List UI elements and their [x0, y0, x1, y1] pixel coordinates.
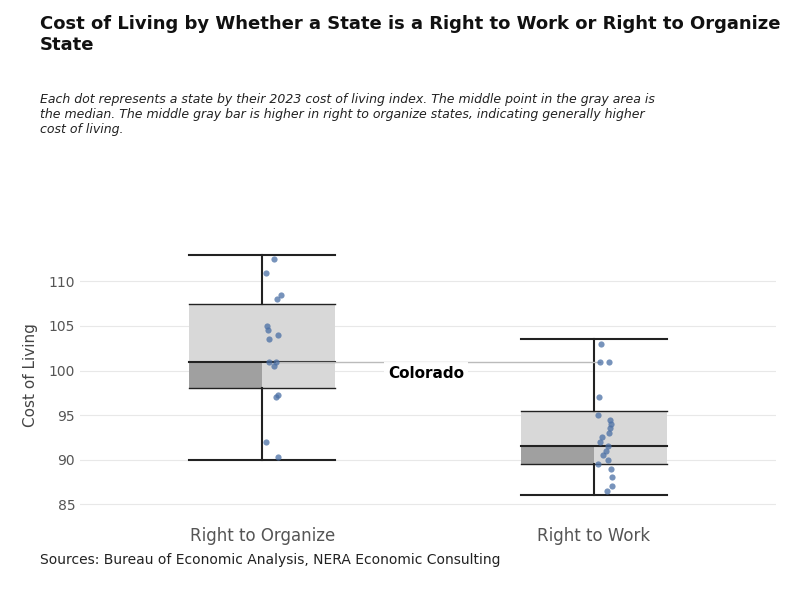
Point — [599, 446, 612, 455]
Point — [269, 357, 282, 367]
Point — [595, 433, 608, 442]
Point — [594, 437, 606, 446]
Point — [262, 335, 275, 344]
Bar — [190, 362, 262, 388]
Point — [602, 442, 614, 451]
Point — [605, 419, 618, 429]
Point — [259, 437, 272, 446]
Text: Colorado: Colorado — [388, 365, 464, 380]
Bar — [521, 446, 594, 464]
Text: Cost of Living by Whether a State is a Right to Work or Right to Organize
State: Cost of Living by Whether a State is a R… — [40, 15, 781, 54]
Point — [606, 473, 618, 482]
Text: Each dot represents a state by their 2023 cost of living index. The middle point: Each dot represents a state by their 202… — [40, 93, 655, 136]
Point — [594, 357, 606, 367]
Point — [602, 455, 615, 464]
Point — [261, 321, 274, 331]
Point — [604, 464, 617, 473]
Point — [275, 290, 288, 299]
Point — [267, 361, 280, 371]
Point — [593, 392, 606, 402]
Point — [591, 410, 604, 420]
Point — [603, 357, 616, 367]
Point — [272, 330, 285, 340]
Point — [263, 357, 276, 367]
Bar — [190, 304, 335, 388]
Text: Sources: Bureau of Economic Analysis, NERA Economic Consulting: Sources: Bureau of Economic Analysis, NE… — [40, 553, 501, 567]
Point — [272, 452, 285, 462]
Point — [604, 424, 617, 433]
Point — [591, 459, 604, 469]
Point — [606, 482, 618, 491]
Point — [597, 451, 610, 460]
Bar — [521, 410, 666, 464]
Point — [600, 486, 613, 496]
Point — [602, 428, 615, 438]
Point — [272, 390, 285, 400]
Point — [259, 268, 272, 277]
Y-axis label: Cost of Living: Cost of Living — [22, 323, 38, 427]
Point — [270, 392, 282, 402]
Point — [262, 326, 275, 335]
Point — [603, 415, 616, 424]
Point — [270, 295, 283, 304]
Point — [594, 339, 607, 349]
Point — [268, 254, 281, 264]
